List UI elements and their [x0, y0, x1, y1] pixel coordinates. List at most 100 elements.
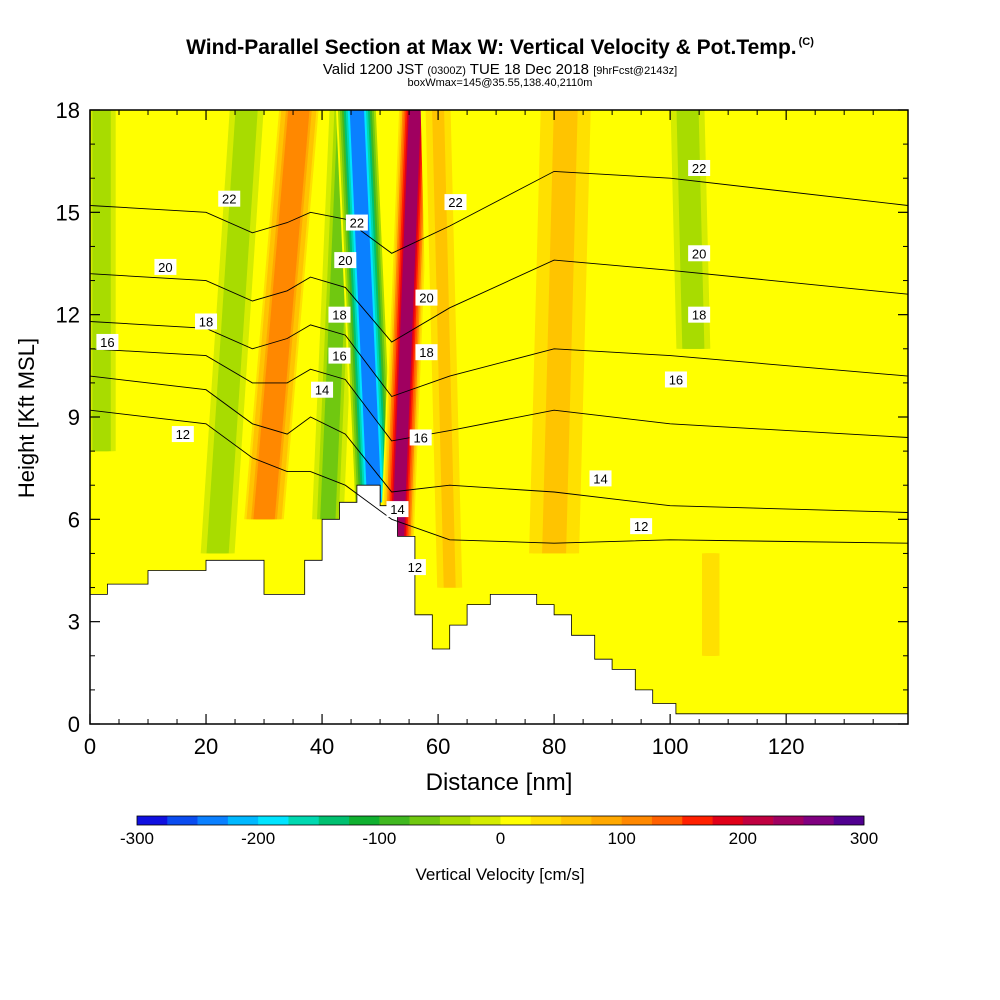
- contour-label: 22: [218, 190, 241, 207]
- contour-label-text: 18: [199, 314, 213, 329]
- contour-label-text: 18: [692, 308, 706, 323]
- colorbar-swatch: [561, 816, 592, 825]
- colorbar-swatch: [379, 816, 410, 825]
- box-info: boxWmax=145@35.55,138.40,2110m: [407, 77, 593, 89]
- isentropes: [90, 170, 908, 544]
- valid-utc: (0300Z): [427, 65, 466, 77]
- contour-label-text: 22: [222, 192, 236, 207]
- y-tick-label: 3: [68, 610, 80, 635]
- colorbar-tick-label: 100: [607, 829, 635, 848]
- y-tick-label: 12: [56, 303, 80, 328]
- valid-time: Valid 1200 JST (0300Z) TUE 18 Dec 2018 […: [322, 61, 678, 78]
- velocity-band-2: [255, 110, 308, 520]
- contour-labels: 12 14 16 16 16 16 18 18 18 18 20 20 20 20 22 22 22 22 14 14…: [96, 159, 711, 576]
- contour-label: 22: [444, 194, 467, 211]
- contour-label-text: 16: [332, 349, 346, 364]
- colorbar-swatch: [470, 816, 501, 825]
- contour-label-text: 22: [692, 161, 706, 176]
- x-tick-label: 120: [768, 734, 805, 759]
- colorbar-swatch: [742, 816, 774, 825]
- colorbar-swatch: [288, 816, 320, 825]
- x-tick-label: 20: [194, 734, 218, 759]
- y-tick-label: 6: [68, 507, 80, 532]
- colorbar-tick-label: -200: [241, 829, 275, 848]
- contour-label-text: 16: [413, 430, 427, 445]
- isentrope-12: [90, 409, 908, 544]
- colorbar-frame: [136, 815, 865, 826]
- isentrope-20: [90, 259, 908, 343]
- contour-label: 18: [195, 313, 218, 330]
- colorbar-swatch: [500, 816, 532, 825]
- x-tick-label: 0: [84, 734, 96, 759]
- colorbar-swatch: [591, 816, 622, 825]
- isentrope-22: [90, 170, 908, 254]
- colorbar-swatch: [439, 816, 471, 825]
- x-tick-label: 40: [310, 734, 334, 759]
- contour-label: 20: [688, 245, 711, 262]
- contour-label: 20: [415, 289, 438, 306]
- contour-label-text: 18: [419, 345, 433, 360]
- colorbar-swatch: [682, 816, 713, 825]
- velocity-band-5: [391, 110, 421, 554]
- colorbar-swatch: [167, 816, 198, 825]
- contour-label-text: 18: [332, 308, 346, 323]
- contour-label: 22: [345, 214, 368, 231]
- contour-label: 16: [409, 429, 432, 446]
- contour-label: 14: [311, 381, 334, 398]
- colorbar-swatch: [349, 816, 380, 825]
- contour-label: 16: [96, 333, 119, 350]
- contour-label-text: 20: [338, 253, 352, 268]
- contour-label: 22: [688, 159, 711, 176]
- x-tick-label: 80: [542, 734, 566, 759]
- contour-label: 20: [154, 258, 177, 275]
- y-tick-label: 15: [56, 200, 80, 225]
- colorbar-swatch: [409, 816, 441, 825]
- contour-label-text: 14: [593, 471, 607, 486]
- contour-label-text: 22: [350, 216, 364, 231]
- contour-label-text: 16: [100, 335, 114, 350]
- colorbar-swatch: [803, 816, 835, 825]
- y-tick-label: 9: [68, 405, 80, 430]
- contour-label: 12: [403, 559, 426, 576]
- contour-label: 20: [334, 252, 357, 268]
- y-tick-label: 18: [56, 98, 80, 123]
- contour-label-text: 20: [419, 291, 433, 306]
- y-tick-label: 0: [68, 712, 80, 737]
- contour-label: 14: [589, 470, 612, 487]
- contour-label: 16: [664, 371, 687, 388]
- x-tick-label: 60: [426, 734, 450, 759]
- velocity-band-4: [349, 110, 382, 503]
- contour-label-text: 16: [669, 372, 683, 387]
- isentrope-16: [90, 348, 908, 442]
- colorbar-swatch: [227, 816, 259, 825]
- forecast-info: [9hrFcst@2143z]: [593, 65, 678, 77]
- x-tick-label: 100: [652, 734, 689, 759]
- copyright-mark: (C): [798, 36, 814, 48]
- velocity-band-9: [706, 553, 716, 656]
- contour-label-text: 20: [158, 260, 172, 275]
- colorbar-swatch: [833, 816, 865, 825]
- colorbar-swatch: [773, 816, 804, 825]
- contour-label-text: 14: [315, 383, 329, 398]
- contour-label: 18: [328, 306, 351, 323]
- velocity-band-6: [432, 110, 456, 588]
- contour-label: 14: [386, 501, 409, 518]
- y-axis-label: Height [Kft MSL]: [14, 338, 39, 498]
- contour-label: 16: [328, 347, 351, 364]
- colorbar-swatch: [258, 816, 289, 825]
- colorbar-tick-label: 0: [496, 829, 505, 848]
- terrain: [90, 484, 908, 724]
- velocity-band-7: [542, 110, 578, 554]
- chart-title: Wind-Parallel Section at Max W: Vertical…: [186, 36, 814, 59]
- contour-label: 12: [630, 518, 653, 535]
- contour-label-text: 20: [692, 246, 706, 261]
- colorbar-swatch: [197, 816, 229, 825]
- isentrope-14: [90, 375, 908, 513]
- contour-label: 18: [688, 306, 711, 323]
- contour-label-text: 12: [176, 427, 190, 442]
- colorbar-tick-label: 300: [850, 829, 878, 848]
- axes: 0 20 40 60 80 100 120 0 3 6 9 12 15 18: [56, 98, 908, 759]
- colorbar-tick-label: 200: [729, 829, 757, 848]
- colorbar-swatch: [137, 816, 168, 825]
